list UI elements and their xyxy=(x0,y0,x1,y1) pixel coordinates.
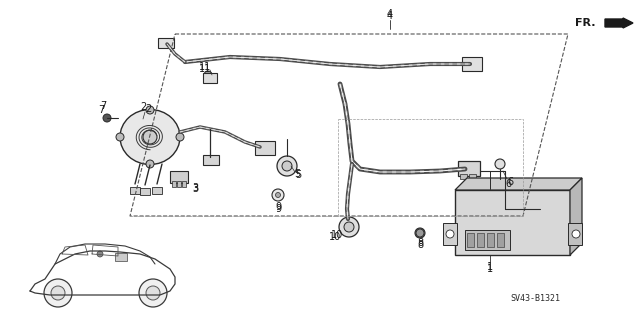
Circle shape xyxy=(339,217,359,237)
Circle shape xyxy=(344,222,354,232)
Bar xyxy=(158,38,174,48)
Bar xyxy=(182,181,186,187)
Bar xyxy=(115,253,127,261)
Text: 10: 10 xyxy=(331,230,343,240)
Bar xyxy=(177,181,181,187)
Text: 6: 6 xyxy=(505,179,511,189)
Bar xyxy=(255,141,275,155)
Bar xyxy=(487,233,494,247)
Text: FR.: FR. xyxy=(575,18,595,28)
FancyArrow shape xyxy=(605,18,633,28)
Circle shape xyxy=(495,159,505,169)
Text: 9: 9 xyxy=(275,202,281,212)
Bar xyxy=(495,178,507,186)
Bar xyxy=(469,174,476,179)
Ellipse shape xyxy=(120,109,180,165)
Bar xyxy=(170,171,188,183)
Circle shape xyxy=(44,279,72,307)
Text: 7: 7 xyxy=(98,105,104,115)
Bar xyxy=(462,57,482,71)
Text: 10: 10 xyxy=(329,232,341,242)
Circle shape xyxy=(446,230,454,238)
Text: 8: 8 xyxy=(417,240,423,250)
Text: 11: 11 xyxy=(199,64,211,74)
Circle shape xyxy=(103,114,111,122)
Circle shape xyxy=(116,133,124,141)
Text: 5: 5 xyxy=(294,169,300,179)
Circle shape xyxy=(146,160,154,168)
Polygon shape xyxy=(455,178,582,190)
Text: 6: 6 xyxy=(507,177,513,187)
Text: 4: 4 xyxy=(387,9,393,19)
Polygon shape xyxy=(570,178,582,255)
Text: SV43-B1321: SV43-B1321 xyxy=(510,294,560,303)
Circle shape xyxy=(146,286,160,300)
Text: 3: 3 xyxy=(192,183,198,193)
Bar xyxy=(152,187,162,194)
Circle shape xyxy=(143,130,157,144)
Text: 3: 3 xyxy=(192,184,198,194)
Text: 8: 8 xyxy=(417,238,423,248)
Bar xyxy=(130,187,140,194)
Text: 7: 7 xyxy=(100,101,106,111)
Bar xyxy=(458,161,480,176)
Circle shape xyxy=(176,133,184,141)
Bar xyxy=(203,73,217,83)
Text: 1: 1 xyxy=(487,264,493,274)
Bar xyxy=(140,188,150,195)
Circle shape xyxy=(97,251,103,257)
Circle shape xyxy=(146,106,154,114)
Bar xyxy=(455,190,570,255)
Circle shape xyxy=(139,279,167,307)
Bar xyxy=(443,223,457,245)
Bar xyxy=(467,233,474,247)
Circle shape xyxy=(275,192,280,197)
Circle shape xyxy=(272,189,284,201)
Bar xyxy=(203,155,219,165)
Bar xyxy=(172,181,176,187)
Circle shape xyxy=(51,286,65,300)
Text: 1: 1 xyxy=(487,262,493,272)
Text: 2: 2 xyxy=(140,102,146,112)
Text: 9: 9 xyxy=(275,204,281,214)
Bar xyxy=(497,233,504,247)
Bar xyxy=(477,233,484,247)
Circle shape xyxy=(277,156,297,176)
Text: 5: 5 xyxy=(295,170,301,180)
Bar xyxy=(465,230,510,250)
Bar xyxy=(568,223,582,245)
Text: 2: 2 xyxy=(145,104,151,114)
Circle shape xyxy=(415,228,425,238)
Text: 4: 4 xyxy=(387,11,393,21)
Bar xyxy=(460,174,467,179)
Text: 11: 11 xyxy=(199,62,211,72)
Circle shape xyxy=(572,230,580,238)
Circle shape xyxy=(416,229,424,237)
Circle shape xyxy=(204,71,212,79)
Circle shape xyxy=(282,161,292,171)
